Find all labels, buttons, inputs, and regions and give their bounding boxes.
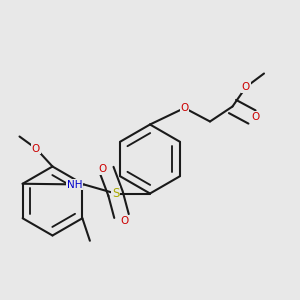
Text: S: S xyxy=(112,187,119,200)
Text: O: O xyxy=(242,82,250,92)
Text: O: O xyxy=(252,112,260,122)
Text: O: O xyxy=(180,103,189,113)
Text: O: O xyxy=(32,143,40,154)
Text: NH: NH xyxy=(67,179,83,190)
Text: O: O xyxy=(98,164,107,175)
Text: O: O xyxy=(120,215,129,226)
